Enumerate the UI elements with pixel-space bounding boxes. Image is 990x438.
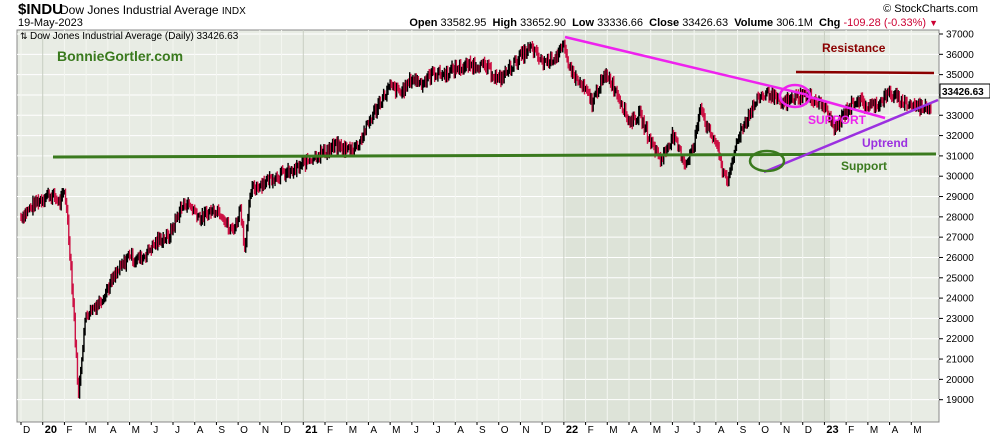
uptrend-line: [763, 98, 939, 174]
y-tick-label: 24000: [946, 294, 974, 305]
x-tick-label: M: [88, 425, 96, 436]
resistance-line: [795, 70, 935, 75]
x-tick-label: A: [718, 425, 725, 436]
y-tick-label: 27000: [946, 233, 974, 244]
x-tick-label: D: [284, 425, 291, 436]
y-tick-label: 33000: [946, 111, 974, 122]
last-price-value: 33426.63: [942, 87, 984, 98]
y-axis: 19000 20000 21000 22000 23000 24000 25000 26000…: [939, 30, 974, 406]
x-tick-label: 22: [566, 424, 578, 436]
y-tick-label: 20000: [946, 375, 974, 386]
x-tick-label: M: [392, 425, 400, 436]
y-tick-label: 37000: [946, 30, 974, 41]
x-tick-label: M: [653, 425, 661, 436]
x-tick-label: J: [153, 425, 158, 436]
x-tick-label: S: [218, 425, 225, 436]
x-tick-label: F: [848, 425, 854, 436]
price-series: [20, 39, 932, 399]
downtrend-line: [564, 35, 809, 97]
x-tick-label: N: [522, 425, 529, 436]
x-tick-label: D: [23, 425, 30, 436]
y-tick-label: 35000: [946, 70, 974, 81]
y-tick-label: 25000: [946, 273, 974, 284]
y-tick-label: 28000: [946, 212, 974, 223]
y-tick-label: 23000: [946, 314, 974, 325]
symbol-name: Dow Jones Industrial Average INDX: [60, 3, 246, 17]
x-tick-label: M: [132, 425, 140, 436]
x-tick-label: M: [870, 425, 878, 436]
y-tick-label: 30000: [946, 172, 974, 183]
x-tick-label: J: [674, 425, 679, 436]
x-tick-label: M: [609, 425, 617, 436]
legend-label: Dow Jones Industrial Average (Daily) 334…: [30, 31, 239, 42]
breakout-circle: [778, 83, 812, 109]
x-tick-label: N: [783, 425, 790, 436]
gridlines: [17, 30, 939, 422]
y-tick-label: 26000: [946, 253, 974, 264]
y-tick-label: 22000: [946, 334, 974, 345]
support-circle: [748, 149, 786, 173]
legend-icon: ⇅: [20, 32, 28, 42]
x-tick-label: A: [892, 425, 899, 436]
symbol-ticker: $INDU: [18, 1, 64, 18]
x-tick-label: O: [761, 425, 769, 436]
shaded-band-2022: [566, 31, 830, 421]
resistance-label: Resistance: [822, 41, 886, 55]
x-tick-label: A: [110, 425, 117, 436]
y-tick-label: 19000: [946, 395, 974, 406]
stockcharts-brand: © StockCharts.com: [883, 3, 978, 15]
x-tick-label: A: [631, 425, 638, 436]
x-tick-label: O: [501, 425, 509, 436]
x-tick-label: S: [740, 425, 747, 436]
uptrend-label: Uptrend: [862, 136, 908, 150]
last-price-tag: [939, 83, 990, 99]
x-tick-label: J: [175, 425, 180, 436]
x-tick-label: M: [349, 425, 357, 436]
x-tick-label: 23: [826, 424, 838, 436]
y-tick-label: 31000: [946, 151, 974, 162]
x-tick-label: A: [197, 425, 204, 436]
ohlc-readout: Open 33582.95 High 33652.90 Low 33336.66…: [409, 17, 938, 29]
x-tick-label: D: [544, 425, 551, 436]
x-tick-label: O: [240, 425, 248, 436]
x-axis: D 20 F M A M J J A S O N D 21 F M A M J J A S O N D 22 F M A M J J A S O N D…: [20, 422, 922, 436]
x-tick-label: S: [479, 425, 486, 436]
support-line-upper: [805, 94, 886, 120]
x-tick-label: F: [66, 425, 72, 436]
x-tick-label: D: [805, 425, 812, 436]
x-tick-label: J: [414, 425, 419, 436]
watermark-text: BonnieGortler.com: [57, 48, 183, 64]
down-triangle-icon: ▼: [929, 18, 938, 28]
support-lower-label: Support: [841, 159, 887, 173]
y-tick-label: 21000: [946, 355, 974, 366]
x-tick-label: F: [588, 425, 594, 436]
chart-date: 19-May-2023: [18, 17, 83, 29]
x-tick-label: A: [370, 425, 377, 436]
chart-header: $INDU Dow Jones Industrial Average INDX …: [0, 0, 990, 30]
x-tick-label: J: [436, 425, 441, 436]
x-tick-label: J: [696, 425, 701, 436]
y-tick-label: 36000: [946, 50, 974, 61]
support-line-long: [52, 152, 937, 159]
x-tick-label: 21: [305, 424, 317, 436]
x-tick-label: N: [262, 425, 269, 436]
x-tick-label: 20: [45, 424, 57, 436]
support-upper-label: SUPPORT: [808, 113, 867, 127]
y-tick-label: 29000: [946, 192, 974, 203]
y-tick-label: 32000: [946, 131, 974, 142]
x-tick-label: A: [457, 425, 464, 436]
x-tick-label: M: [913, 425, 921, 436]
x-tick-label: F: [327, 425, 333, 436]
